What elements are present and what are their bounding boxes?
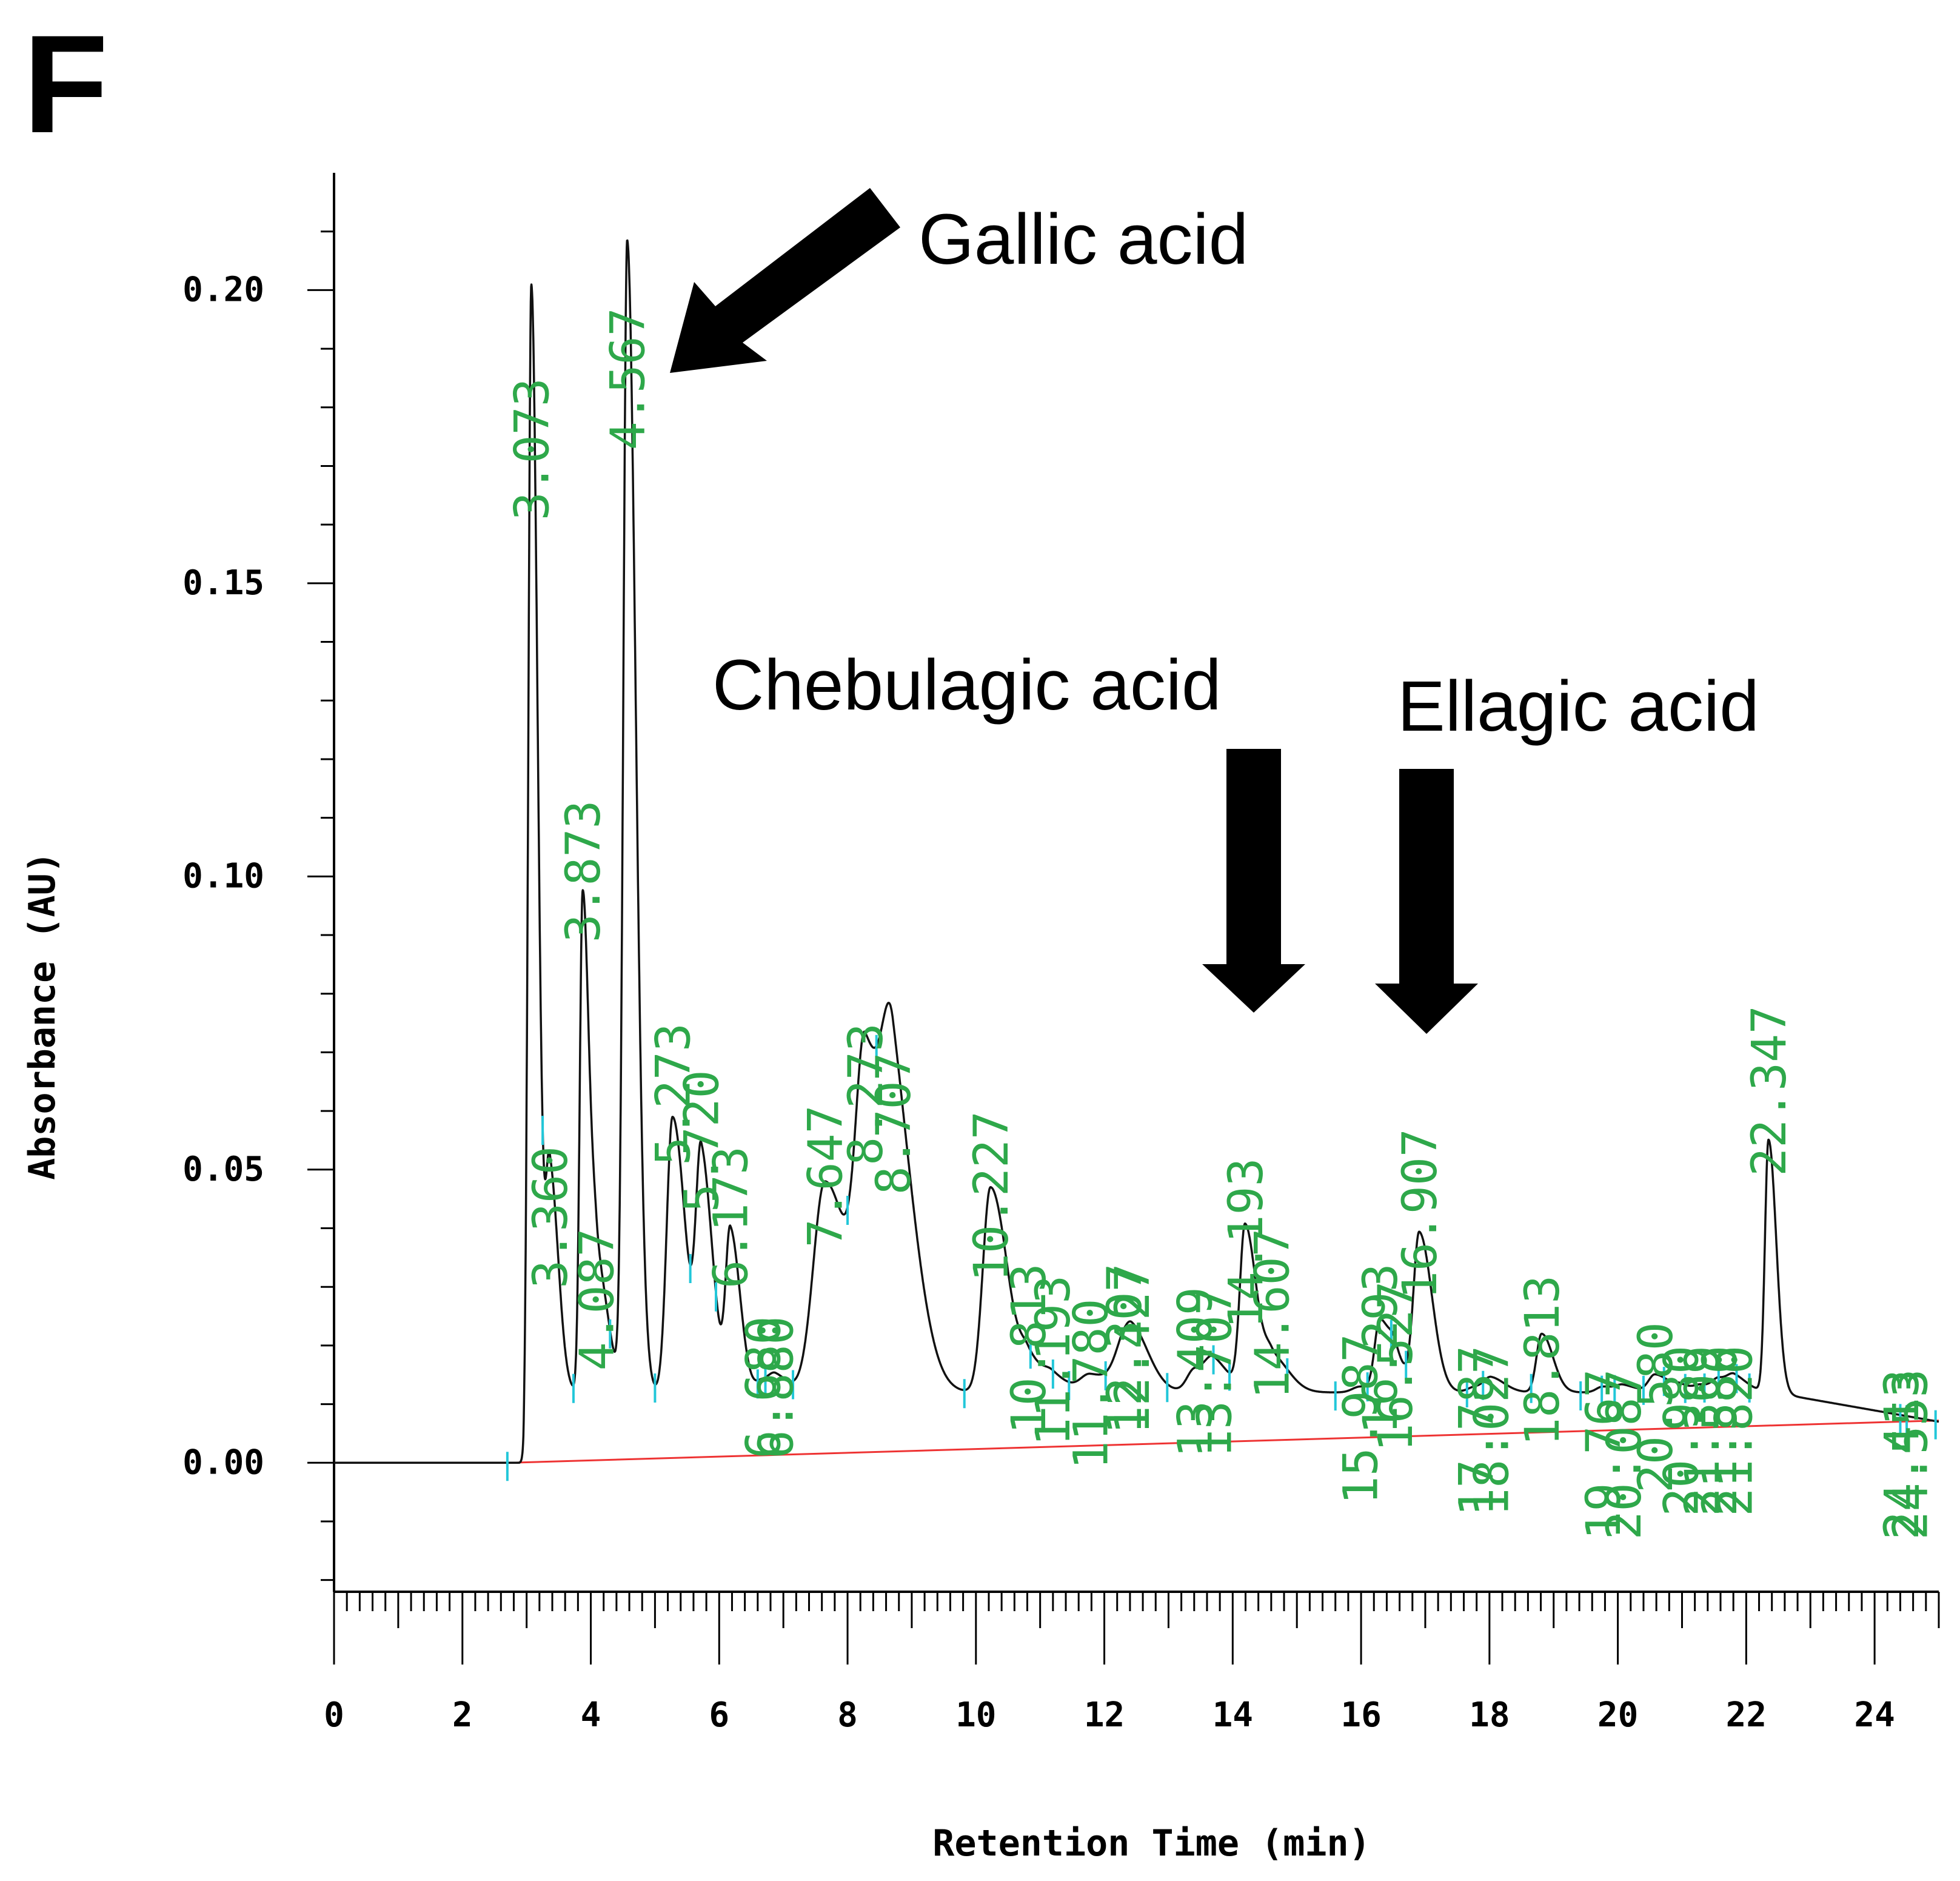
- x-tick-label: 8: [837, 1695, 858, 1735]
- peak-label: 12.427: [1106, 1264, 1160, 1435]
- baseline-layer: [510, 1420, 1939, 1464]
- peak-label: 20.087: [1597, 1369, 1652, 1540]
- peak-label: 19.767: [1577, 1369, 1631, 1540]
- peak-label: 3.873: [557, 800, 611, 943]
- peak-label: 5.273: [646, 1023, 701, 1165]
- peak-label: 5.720: [675, 1070, 730, 1212]
- y-tick-label: 0.15: [182, 563, 264, 603]
- peak-label: 20.580: [1629, 1322, 1684, 1493]
- x-tick-label: 10: [955, 1695, 996, 1735]
- peak-label: 18.027: [1465, 1346, 1520, 1517]
- peak-label: 24.553: [1884, 1369, 1939, 1540]
- peak-label: 21.580: [1693, 1346, 1748, 1517]
- peak-label: 6.880: [750, 1316, 804, 1459]
- peak-label: 4.567: [601, 307, 656, 450]
- integration-baseline: [510, 1420, 1939, 1464]
- compound-annotations: Gallic acid Chebulagic acid Ellagic acid: [670, 188, 1759, 1034]
- peak-label: 21.309: [1676, 1346, 1730, 1517]
- y-axis-title: Absorbance (AU): [21, 851, 64, 1180]
- x-tick-label: 6: [709, 1695, 729, 1735]
- x-tick-label: 2: [452, 1695, 473, 1735]
- chebulagic-acid-arrow: [1202, 749, 1305, 1013]
- peak-label: 13.707: [1188, 1287, 1242, 1458]
- peak-label: 17.787: [1450, 1346, 1504, 1517]
- peak-label: 22.347: [1742, 1005, 1797, 1176]
- peak-label: 14.193: [1219, 1158, 1274, 1329]
- peak-label: 16.907: [1393, 1128, 1448, 1299]
- peak-label: 8.707: [867, 1052, 921, 1195]
- peak-label: 3.073: [505, 378, 560, 520]
- ellagic-acid-arrow: [1375, 769, 1478, 1034]
- y-tick-label: 0.05: [182, 1150, 264, 1189]
- peak-label: 6.680: [737, 1316, 791, 1459]
- peak-label: 12.307: [1098, 1264, 1152, 1435]
- gallic-acid-label: Gallic acid: [918, 200, 1248, 280]
- peak-label: 7.647: [799, 1105, 854, 1247]
- peak-label: 24.413: [1875, 1369, 1930, 1540]
- peak-label: 16.527: [1369, 1281, 1423, 1452]
- peak-label: 10.227: [965, 1111, 1019, 1282]
- peak-label: 16.293: [1354, 1264, 1408, 1435]
- gallic-acid-arrow: [670, 188, 900, 373]
- gallic-acid-annotation: Gallic acid: [670, 188, 1248, 373]
- peak-label: 15.987: [1334, 1334, 1389, 1505]
- x-tick-label: 12: [1084, 1695, 1125, 1735]
- x-tick-label: 0: [324, 1695, 344, 1735]
- x-tick-label: 4: [581, 1695, 601, 1735]
- x-tick-label: 14: [1212, 1695, 1253, 1735]
- x-tick-label: 16: [1340, 1695, 1381, 1735]
- x-tick-label: 22: [1726, 1695, 1767, 1735]
- chebulagic-acid-annotation: Chebulagic acid: [712, 645, 1305, 1013]
- peak-label: 21.820: [1708, 1346, 1763, 1517]
- x-tick-label: 24: [1854, 1695, 1895, 1735]
- peak-label: 10.813: [1002, 1264, 1057, 1435]
- ellagic-acid-annotation: Ellagic acid: [1375, 666, 1759, 1034]
- ellagic-acid-label: Ellagic acid: [1397, 666, 1759, 746]
- y-tick-label: 0.20: [182, 270, 264, 309]
- peak-label: 13.409: [1169, 1287, 1223, 1458]
- axes: 0.000.050.100.150.200 2 4 6 8 10 12 14 16 18 20 22 2…: [182, 173, 1940, 1735]
- peak-labels: 3.073 3.360 3.873 4.087 4.567 5.2735.7206.173…: [505, 307, 1938, 1540]
- y-tick-label: 0.10: [182, 856, 264, 896]
- peak-label: 11.193: [1026, 1275, 1081, 1446]
- peak-label: 6.173: [704, 1146, 759, 1289]
- peak-label: 14.607: [1246, 1229, 1300, 1400]
- peak-label: 3.360: [524, 1146, 578, 1289]
- panel-label: F: [23, 6, 109, 162]
- peak-label: 18.813: [1516, 1275, 1570, 1446]
- x-tick-label: 18: [1469, 1695, 1510, 1735]
- peak-label: 20.980: [1654, 1346, 1709, 1517]
- chromatogram-trace: [333, 239, 1940, 1464]
- peak-label: 8.273: [839, 1023, 894, 1165]
- y-tick-label: 0.00: [182, 1443, 264, 1482]
- peak-label: 4.087: [570, 1229, 625, 1371]
- chebulagic-acid-label: Chebulagic acid: [712, 645, 1222, 725]
- peak-markers: [506, 1034, 1937, 1481]
- trace-layer: [333, 239, 1940, 1464]
- x-tick-label: 20: [1597, 1695, 1638, 1735]
- x-axis-title: Retention Time (min): [932, 1822, 1370, 1865]
- peak-label: 11.780: [1064, 1299, 1119, 1470]
